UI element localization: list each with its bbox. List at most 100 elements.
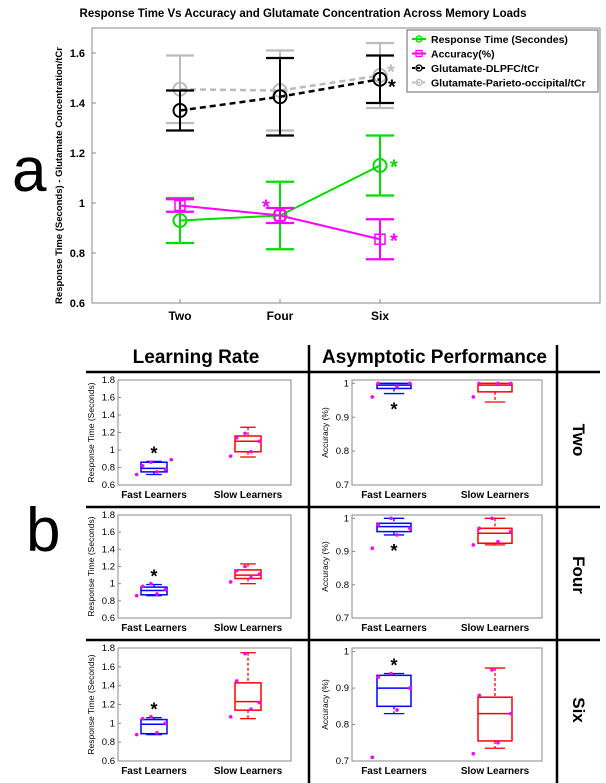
data-point xyxy=(477,381,482,386)
data-point xyxy=(395,384,399,389)
data-point-square xyxy=(274,209,286,222)
y-tick-label: 0.6 xyxy=(102,480,115,491)
data-point xyxy=(471,543,476,547)
plot-frame xyxy=(91,27,601,304)
data-point xyxy=(395,708,399,712)
data-point xyxy=(370,546,375,551)
x-tick-label: Fast Learners xyxy=(121,490,187,501)
data-point xyxy=(140,584,145,589)
row-label-two: Two xyxy=(569,423,588,457)
data-point xyxy=(496,381,500,386)
y-axis-label: Response Time (Seconds) - Glutamate Conc… xyxy=(54,47,65,304)
data-point xyxy=(234,568,239,573)
data-point xyxy=(134,732,139,737)
x-tick-label: Slow Learners xyxy=(461,766,530,777)
y-tick-label: 1.4 xyxy=(102,544,115,555)
y-tick-label: 0.7 xyxy=(336,613,349,624)
data-point xyxy=(149,581,153,586)
x-tick-label: Slow Learners xyxy=(461,623,530,634)
data-point xyxy=(169,457,174,462)
significance-asterisk: * xyxy=(150,567,157,587)
x-tick-label: Slow Learners xyxy=(461,490,530,501)
legend-entry: Glutamate-DLPFC/tCr xyxy=(431,63,539,75)
plot-frame xyxy=(351,647,543,762)
y-tick-label: 0.8 xyxy=(102,463,115,474)
data-point xyxy=(508,529,513,534)
x-tick-label: Fast Learners xyxy=(121,766,187,777)
data-point xyxy=(155,592,159,596)
y-tick-label: 1 xyxy=(344,378,349,389)
y-tick-label: 1.6 xyxy=(102,662,115,673)
y-tick-label: 1 xyxy=(344,647,349,658)
y-tick-label: 0.9 xyxy=(336,547,349,558)
data-point-circle xyxy=(372,71,388,87)
plot-frame xyxy=(117,647,292,762)
y-tick-label: 1.6 xyxy=(70,48,85,60)
data-point xyxy=(257,572,262,577)
y-tick-label: 1.8 xyxy=(102,375,115,386)
box-iqr xyxy=(477,382,513,393)
data-point xyxy=(389,516,393,521)
y-tick-label: 0.8 xyxy=(336,580,349,591)
plot-frame xyxy=(117,379,292,486)
line-chart-memory-loads: 0.6 0.8 1 1.2 1.4 1.6 Two Four Six Response Time … xyxy=(54,27,601,323)
y-tick-label: 1.2 xyxy=(102,700,115,711)
data-point xyxy=(508,381,513,386)
data-point xyxy=(140,463,145,468)
boxplot-six-learning-rate: 0.6 0.8 1 1.2 1.4 1.6 1.8 Response Time (Second… xyxy=(88,643,292,777)
x-tick-label: Fast Learners xyxy=(361,623,427,634)
boxplot-four-learning-rate: 0.6 0.8 1 1.2 1.4 1.6 1.8 Response Time (Second… xyxy=(88,510,292,634)
box-iqr xyxy=(140,461,168,473)
column-header-asymptotic-performance: Asymptotic Performance xyxy=(322,347,547,368)
chart-title: Response Time Vs Accuracy and Glutamate … xyxy=(79,8,527,20)
data-point xyxy=(140,716,145,721)
data-point xyxy=(155,730,159,735)
box-iqr xyxy=(376,674,412,708)
data-point xyxy=(370,395,375,399)
data-point xyxy=(134,472,139,477)
y-tick-label: 1 xyxy=(344,513,349,524)
x-tick-label: Slow Learners xyxy=(214,490,283,501)
legend-entry: Accuracy(%) xyxy=(431,49,495,61)
data-point xyxy=(249,707,253,712)
boxplot-two-asymptotic: 0.7 0.8 0.9 1 Accuracy (%) Fast Learners Slow … xyxy=(320,378,543,501)
x-tick-label: Fast Learners xyxy=(361,766,427,777)
data-point xyxy=(249,575,253,580)
data-point xyxy=(389,671,393,676)
y-tick-label: 0.6 xyxy=(102,613,115,624)
y-tick-label: 1 xyxy=(79,198,85,210)
y-tick-label: 0.7 xyxy=(336,480,349,491)
significance-asterisk: * xyxy=(390,230,398,252)
data-point xyxy=(496,539,500,544)
data-point xyxy=(477,526,482,531)
y-tick-label: 0.8 xyxy=(336,720,349,731)
box-iqr xyxy=(376,522,412,533)
data-point xyxy=(471,751,476,756)
data-point xyxy=(163,721,168,726)
data-point xyxy=(228,454,233,458)
box-iqr xyxy=(140,718,168,735)
y-tick-label: 1.2 xyxy=(102,562,115,573)
data-point xyxy=(370,755,375,760)
data-point xyxy=(134,593,139,598)
legend-swatch-marker xyxy=(415,64,423,72)
data-point xyxy=(163,587,168,592)
x-tick-label: Fast Learners xyxy=(121,623,187,634)
y-tick-label: 0.7 xyxy=(336,756,349,767)
legend-entry: Response Time (Secondes) xyxy=(431,34,568,46)
significance-asterisk: * xyxy=(388,76,396,98)
y-tick-label: 0.8 xyxy=(102,596,115,607)
y-tick-label: 0.6 xyxy=(70,298,85,310)
legend-box xyxy=(406,29,599,93)
y-tick-label: 1.2 xyxy=(70,148,85,160)
box-iqr xyxy=(477,527,513,544)
y-tick-label: 1 xyxy=(110,579,115,590)
x-tick-label: Fast Learners xyxy=(361,490,427,501)
data-point xyxy=(490,668,494,672)
y-tick-label: 1.4 xyxy=(102,681,115,692)
data-point xyxy=(508,711,513,716)
x-tick-label: Two xyxy=(168,309,191,323)
y-tick-label: 1.6 xyxy=(102,527,115,538)
y-tick-label: 1.8 xyxy=(102,510,115,521)
boxplot-two-learning-rate: 0.6 0.8 1 1.2 1.4 1.6 1.8 Response Time (Second… xyxy=(88,375,292,501)
